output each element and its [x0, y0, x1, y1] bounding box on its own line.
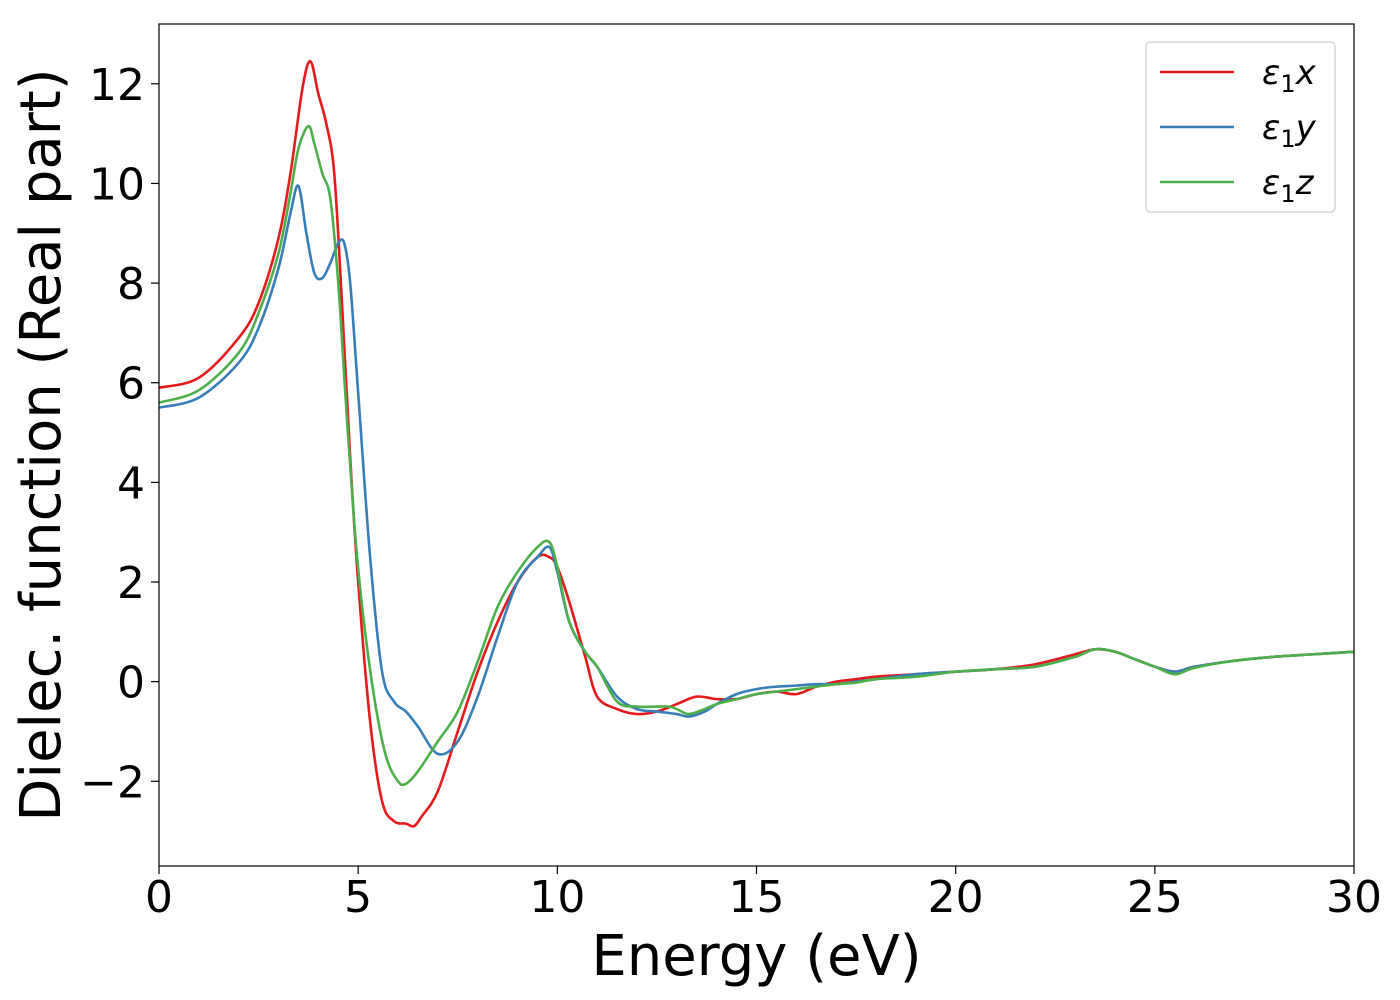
- legend-label-z: ε1z: [1262, 163, 1315, 208]
- x-tick-label: 20: [928, 872, 984, 923]
- x-axis-title: Energy (eV): [591, 924, 921, 989]
- y-tick-label: 8: [117, 259, 145, 310]
- series-line-x: [159, 60, 1354, 828]
- y-tick-label: 0: [117, 658, 145, 709]
- x-tick-label: 30: [1326, 872, 1382, 923]
- y-axis: −2 0 2 4 6 8 10 12: [80, 60, 159, 808]
- y-tick-label: 6: [117, 359, 145, 410]
- y-tick-label: −2: [80, 757, 145, 808]
- y-tick-label: 10: [89, 159, 145, 210]
- legend-label-y: ε1y: [1262, 108, 1317, 153]
- y-axis-title: Dielec. function (Real part): [9, 68, 74, 821]
- y-tick-label: 12: [89, 60, 145, 111]
- x-tick-label: 10: [529, 872, 585, 923]
- y-tick-label: 4: [117, 458, 145, 509]
- series-layer: [159, 60, 1354, 828]
- x-tick-label: 0: [145, 872, 173, 923]
- legend-box: [1145, 41, 1336, 213]
- legend-label-x: ε1x: [1262, 53, 1317, 98]
- legend: ε1x ε1y ε1z: [1145, 41, 1336, 213]
- x-tick-label: 15: [729, 872, 785, 923]
- x-tick-label: 5: [344, 872, 372, 923]
- y-tick-label: 2: [117, 558, 145, 609]
- x-tick-label: 25: [1127, 872, 1183, 923]
- series-line-z: [159, 124, 1354, 787]
- x-axis: 0 5 10 15 20 25 30: [145, 866, 1382, 923]
